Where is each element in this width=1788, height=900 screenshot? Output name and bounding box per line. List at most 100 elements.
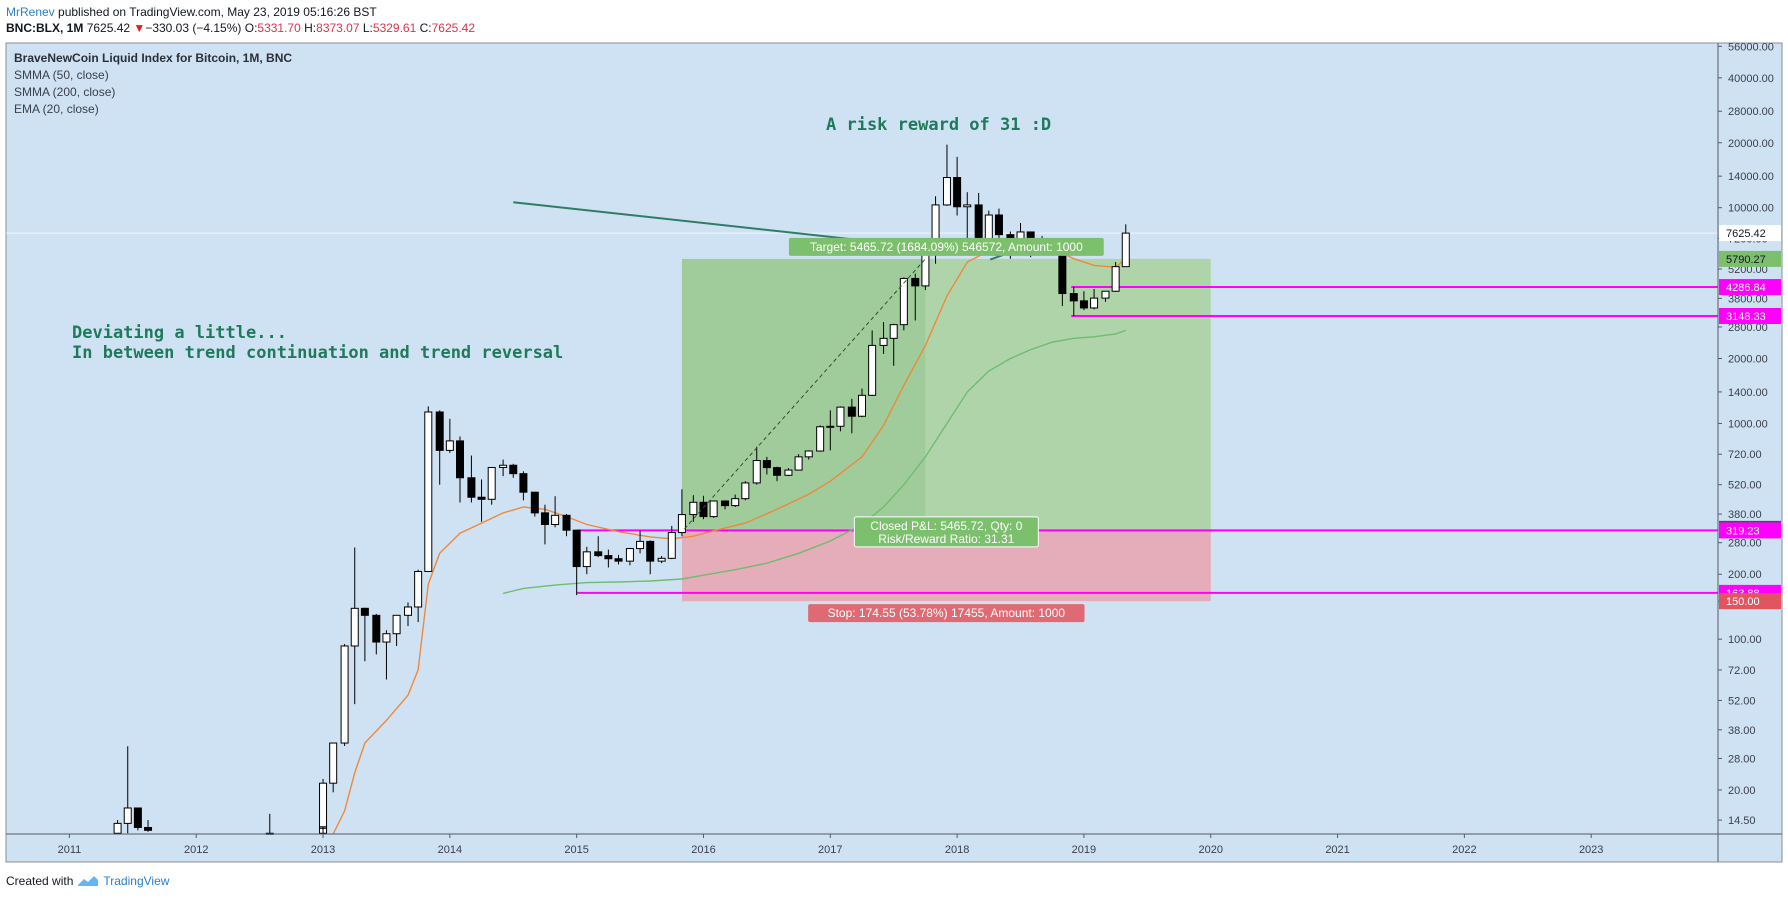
candle-body [360, 607, 369, 616]
candle-body [836, 406, 845, 427]
time-tick-label: 2023 [1579, 844, 1603, 856]
price-tick-label: 3800.00 [1728, 293, 1768, 305]
close-value: 7625.42 [431, 21, 476, 35]
price-label: 150.00 [1719, 593, 1781, 610]
horizontal-levels [576, 286, 1718, 594]
candle-body [519, 473, 528, 493]
candle-body [889, 324, 898, 339]
candle [868, 330, 877, 397]
price-label: 319.23 [1719, 522, 1781, 539]
candle [794, 454, 803, 471]
candle [350, 547, 359, 705]
symbol-label: BNC:BLX, 1M [6, 21, 84, 35]
candle [911, 273, 920, 321]
candle [994, 208, 1003, 240]
price-label-bg [1719, 593, 1781, 610]
published-text: published on TradingView.com, May 23, 20… [54, 5, 377, 19]
price-tick-label: 72.00 [1728, 665, 1756, 677]
candle [360, 607, 369, 662]
legend-indicator: SMMA (200, close) [14, 85, 116, 99]
price-label-text: 7625.42 [1726, 228, 1766, 240]
price-tick-label: 100.00 [1728, 634, 1762, 646]
target-label-bg [788, 237, 1104, 256]
publish-line: MrRenev published on TradingView.com, Ma… [6, 4, 475, 20]
candle-body [594, 551, 603, 557]
time-tick-label: 2015 [564, 844, 588, 856]
candle-body [689, 501, 698, 516]
candle [677, 489, 686, 537]
candle-body [499, 464, 508, 468]
candle-body [329, 742, 338, 784]
candle [667, 525, 676, 560]
candle [689, 495, 698, 522]
price-tick-label: 5200.00 [1728, 264, 1768, 276]
candle-body [677, 514, 686, 534]
candle [424, 406, 433, 572]
price-tick-label: 200.00 [1728, 569, 1762, 581]
candle [826, 410, 835, 451]
candle-body [741, 482, 750, 500]
candle [1069, 286, 1078, 316]
time-axis[interactable]: 2011 2012 2013 2014 2015 2016 2017 2018 2019 2020… [6, 833, 1782, 856]
candle [899, 277, 908, 331]
closed-pnl-bg [853, 516, 1039, 548]
candle-body [752, 460, 761, 484]
price-tick-label: 1000.00 [1728, 418, 1768, 430]
price-label-text: 4286.84 [1726, 282, 1766, 294]
candle-body [382, 633, 391, 643]
candle [540, 504, 549, 545]
candle-body [625, 548, 634, 562]
candle [1121, 224, 1130, 268]
price-tick-label: 1400.00 [1728, 387, 1768, 399]
candle-body [144, 826, 153, 831]
candle-body [963, 204, 972, 208]
candle [404, 602, 413, 627]
candle-body [509, 464, 518, 475]
price-axis[interactable]: 14.50 20.00 28.00 38.00 52.00 72.00 100.00 150.… [1717, 41, 1774, 862]
author-link[interactable]: MrRenev [6, 5, 55, 19]
candle-body [953, 177, 962, 208]
closed-pnl-text: Closed P&L: 5465.72, Qty: 0 [870, 519, 1022, 533]
candle [721, 500, 730, 510]
candle [372, 613, 381, 655]
candle-body [477, 496, 486, 500]
price-tick-label: 280.00 [1728, 538, 1762, 550]
price-axis-labels: 7625.425790.274286.843148.33324.55319.23… [1719, 225, 1781, 610]
candle [858, 388, 866, 418]
price-label-bg [1719, 250, 1781, 267]
change-value: −330.03 (−4.15%) [145, 21, 242, 35]
annotation-labels: A risk reward of 31 :D Deviating a littl… [72, 115, 1051, 363]
candle-body [340, 645, 349, 744]
candle [604, 549, 613, 568]
candle-body [414, 570, 423, 608]
price-label-bg [1719, 279, 1781, 296]
candle-body [847, 406, 856, 417]
candle [709, 500, 718, 518]
footer: Created with TradingView [6, 874, 169, 888]
time-tick-label: 2013 [311, 844, 335, 856]
tradingview-link[interactable]: TradingView [103, 874, 170, 888]
candle-body [424, 411, 433, 572]
price-label-text: 3148.33 [1726, 311, 1766, 323]
candle-body [816, 426, 825, 452]
candle [1079, 291, 1088, 311]
price-label: 7625.42 [1719, 225, 1781, 242]
candle [646, 540, 655, 575]
time-tick-label: 2020 [1198, 844, 1222, 856]
candle-body [794, 456, 803, 471]
candle-body [604, 555, 613, 560]
low-value: 5329.61 [372, 21, 417, 35]
candle-body [1121, 232, 1130, 268]
created-with-label: Created with [6, 874, 74, 888]
candle-body [392, 614, 401, 635]
candle-body [319, 782, 328, 828]
candle-body [762, 460, 771, 469]
time-tick-label: 2011 [58, 844, 82, 856]
candles [113, 144, 1130, 835]
candle [144, 820, 153, 832]
candle-body [123, 807, 132, 824]
price-label-text: 5790.27 [1726, 254, 1766, 266]
candle [804, 450, 813, 460]
